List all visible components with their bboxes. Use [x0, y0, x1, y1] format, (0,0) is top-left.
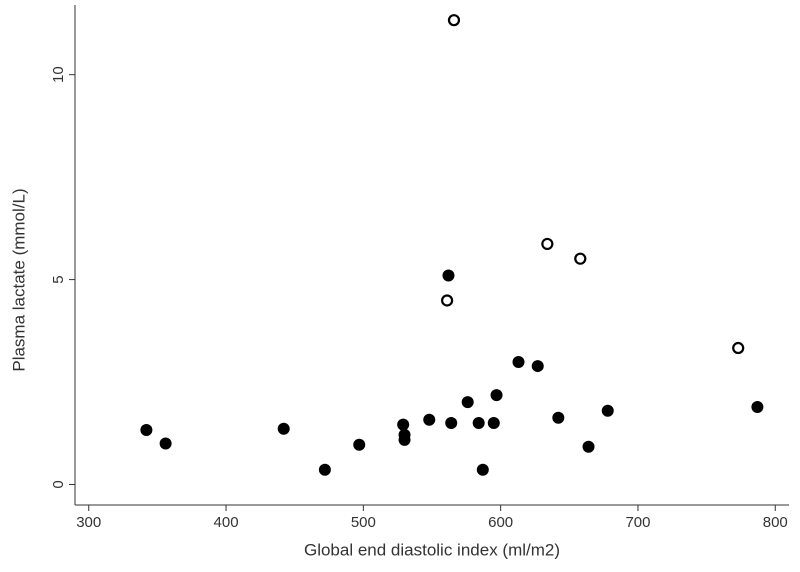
filled-point — [461, 396, 474, 409]
filled-point — [445, 417, 458, 430]
filled-point — [397, 418, 410, 431]
filled-point — [353, 438, 366, 451]
filled-point — [423, 413, 436, 426]
filled-point — [398, 428, 411, 441]
filled-point — [552, 411, 565, 424]
open-point — [447, 14, 461, 27]
x-tick-label: 800 — [763, 514, 788, 531]
x-tick-label: 400 — [214, 514, 239, 531]
filled-point — [490, 389, 503, 402]
open-point — [541, 237, 554, 251]
y-tick-label: 10 — [50, 66, 67, 83]
y-tick-label: 0 — [50, 480, 67, 488]
filled-point — [601, 404, 614, 417]
filled-point — [277, 422, 290, 435]
x-tick-label: 600 — [488, 514, 513, 531]
open-point — [441, 294, 454, 307]
filled-point — [140, 424, 153, 436]
open-point — [574, 252, 587, 265]
filled-point — [318, 463, 331, 476]
x-tick-label: 500 — [351, 514, 376, 531]
y-tick-label: 5 — [50, 275, 67, 283]
filled-point — [476, 463, 489, 476]
filled-point — [442, 269, 455, 282]
filled-point — [472, 417, 485, 430]
y-axis-title: Plasma lactate (mmol/L) — [9, 188, 28, 371]
x-tick-label: 700 — [625, 514, 650, 531]
filled-point — [582, 440, 595, 453]
filled-point — [531, 360, 544, 373]
open-point — [732, 341, 745, 355]
x-axis-title: Global end diastolic index (ml/m2) — [304, 540, 560, 559]
x-tick-label: 300 — [76, 514, 101, 531]
filled-point — [512, 355, 525, 368]
filled-point — [159, 437, 172, 450]
filled-point — [751, 401, 764, 414]
filled-point — [487, 417, 500, 430]
